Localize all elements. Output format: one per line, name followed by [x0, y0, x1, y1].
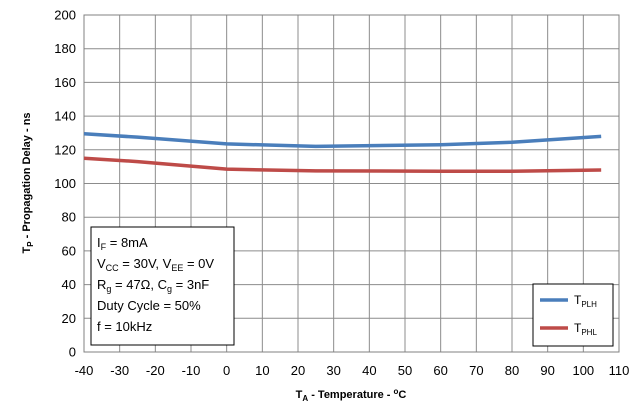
legend: TPLH TPHL [532, 283, 614, 347]
x-tick-label: -10 [182, 363, 201, 378]
x-tick-label: -40 [75, 363, 94, 378]
x-tick-label: -20 [146, 363, 165, 378]
legend-label-tphl: TPHL [574, 321, 597, 337]
series-line-tplh [83, 132, 602, 149]
y-tick-labels: 0 20 40 60 80 100 120 140 160 180 200 [54, 8, 76, 360]
x-tick-label: 90 [540, 363, 554, 378]
y-tick-label: 20 [62, 311, 76, 326]
y-axis-title: TP - Propagation Delay - ns [21, 112, 35, 253]
x-tick-label: 80 [505, 363, 519, 378]
series-line-tphl [83, 156, 602, 173]
y-tick-label: 100 [54, 176, 76, 191]
y-tick-label: 80 [62, 210, 76, 225]
x-tick-label: 0 [223, 363, 230, 378]
series-lines [83, 132, 602, 173]
x-tick-label: -30 [110, 363, 129, 378]
y-tick-label: 0 [69, 345, 76, 360]
y-tick-label: 160 [54, 75, 76, 90]
x-tick-label: 10 [255, 363, 269, 378]
x-tick-label: 40 [362, 363, 376, 378]
x-tick-labels: -40 -30 -20 -10 0 10 20 30 40 50 60 70 80 90 100 110 [75, 363, 630, 378]
condition-line: IF = 8mA [97, 235, 148, 252]
condition-line: Duty Cycle = 50% [97, 298, 201, 313]
y-tick-label: 140 [54, 109, 76, 124]
x-tick-label: 30 [326, 363, 340, 378]
x-tick-label: 60 [433, 363, 447, 378]
x-tick-label: 110 [609, 363, 630, 378]
test-conditions-box: IF = 8mA VCC = 30V, VEE = 0V Rg = 47Ω, Cg … [90, 226, 235, 346]
x-tick-label: 70 [469, 363, 483, 378]
y-tick-label: 180 [54, 41, 76, 56]
x-axis-title: TA - Temperature - oC [296, 387, 407, 403]
plot-area [83, 14, 620, 353]
legend-label-tplh: TPLH [574, 293, 597, 309]
y-tick-label: 200 [54, 8, 76, 23]
y-tick-label: 60 [62, 243, 76, 258]
x-tick-label: 20 [291, 363, 305, 378]
x-tick-label: 100 [572, 363, 594, 378]
x-tick-label: 50 [398, 363, 412, 378]
condition-line: Rg = 47Ω, Cg = 3nF [97, 277, 209, 294]
y-tick-label: 40 [62, 277, 76, 292]
y-tick-label: 120 [54, 142, 76, 157]
condition-line: VCC = 30V, VEE = 0V [97, 256, 214, 273]
condition-line: f = 10kHz [97, 319, 152, 334]
